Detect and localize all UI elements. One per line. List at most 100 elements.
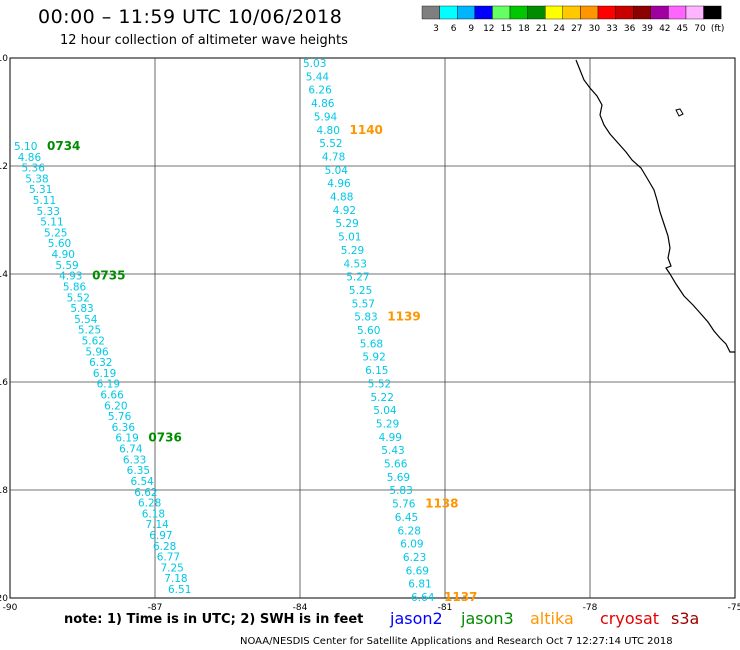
wave-height-value: 4.92 [333, 205, 356, 217]
color-swatch [615, 5, 634, 20]
color-swatch [527, 5, 546, 20]
wave-height-value: 6.36 [112, 422, 136, 434]
wave-height-value: 6.19 [97, 379, 120, 391]
wave-height-value: 6.19 [93, 368, 116, 380]
wave-height-value: 5.04 [373, 405, 397, 417]
map-frame [9, 57, 736, 599]
legend-s3a: s3a [671, 609, 700, 628]
wave-height-value: 6.15 [365, 365, 388, 377]
wave-height-value: 5.83 [354, 312, 377, 324]
wave-height-value: 5.25 [44, 227, 67, 239]
color-scale-label: 18 [518, 24, 530, 34]
color-scale-label: 15 [501, 24, 512, 34]
wave-height-value: 5.04 [325, 165, 349, 177]
color-swatch [597, 5, 616, 20]
wave-height-value: 6.26 [308, 85, 332, 97]
wave-height-value: 5.83 [389, 485, 412, 497]
legend-jason2: jason2 [390, 609, 443, 628]
wave-height-value: 6.74 [119, 444, 143, 456]
time-label: 1138 [425, 497, 458, 511]
wave-height-value: 5.27 [346, 272, 369, 284]
wave-height-value: 5.29 [376, 418, 399, 430]
wave-height-value: 5.52 [67, 292, 90, 304]
wave-height-value: 6.66 [100, 390, 124, 402]
altimeter-tracks: 5.104.865.365.385.315.115.335.115.255.60… [14, 58, 477, 604]
wave-height-value: 6.64 [411, 592, 435, 604]
wave-height-value: 5.86 [63, 281, 87, 293]
wave-height-value: 6.69 [406, 565, 429, 577]
color-swatch [457, 5, 476, 20]
wave-height-value: 6.77 [157, 552, 180, 564]
color-scale-label: 30 [589, 24, 601, 34]
wave-height-value: 5.33 [37, 206, 60, 218]
coastline [575, 59, 735, 353]
wave-height-value: 5.29 [341, 245, 364, 257]
wave-height-value: 5.69 [387, 472, 410, 484]
color-scale-label: 3 [433, 24, 439, 34]
track-west: 5.104.865.365.385.315.115.335.115.255.60… [14, 139, 191, 596]
color-scale-label: 21 [536, 24, 547, 34]
wave-height-value: 5.38 [25, 173, 48, 185]
map-subtitle: 12 hour collection of altimeter wave hei… [60, 33, 348, 48]
wave-height-value: 5.03 [303, 58, 326, 70]
color-scale-label: 9 [468, 24, 474, 34]
color-swatch [492, 5, 511, 20]
wave-height-value: 5.68 [360, 338, 383, 350]
color-scale-label: 6 [451, 24, 457, 34]
wave-height-value: 6.20 [104, 400, 127, 412]
color-scale-bar: 3 6 9 12 15 18 21 24 27 30 33 36 39 42 45 70 (ft) [421, 5, 724, 34]
wave-height-value: 5.60 [357, 325, 380, 337]
color-scale-label: 42 [659, 24, 670, 34]
wave-height-value: 5.10 [14, 141, 37, 153]
time-label: 1139 [387, 310, 420, 324]
wave-height-value: 5.92 [362, 352, 385, 364]
longitude-label: -90 [3, 603, 18, 613]
latitude-label: 20 [0, 594, 8, 604]
wave-height-value: 4.86 [18, 152, 42, 164]
wave-height-value: 5.29 [335, 218, 358, 230]
color-scale-label: 33 [606, 24, 617, 34]
wave-height-value: 7.14 [145, 519, 169, 531]
color-swatch [545, 5, 564, 20]
wave-height-value: 5.83 [70, 303, 93, 315]
time-label: 1137 [444, 590, 477, 604]
wave-height-value: 5.01 [338, 232, 361, 244]
latitude-label: 16 [0, 378, 8, 388]
wave-height-value: 5.94 [314, 111, 338, 123]
wave-height-value: 6.62 [134, 487, 157, 499]
legend-jason3: jason3 [461, 609, 514, 628]
latitude-label: 18 [0, 486, 8, 496]
color-scale-label: 70 [694, 24, 706, 34]
wave-height-value: 5.11 [40, 217, 63, 229]
wave-height-value: 6.32 [89, 357, 112, 369]
wave-height-value: 4.90 [52, 249, 75, 261]
wave-height-value: 4.80 [317, 125, 340, 137]
wave-height-value: 5.76 [392, 499, 416, 511]
wave-height-value: 5.52 [319, 138, 342, 150]
wave-height-value: 6.97 [149, 530, 172, 542]
wave-height-value: 6.28 [138, 498, 161, 510]
color-scale-label: 36 [624, 24, 636, 34]
wave-height-value: 4.88 [330, 192, 353, 204]
wave-height-value: 4.99 [379, 432, 402, 444]
wave-height-value: 6.18 [142, 508, 165, 520]
color-scale-label: 45 [677, 24, 688, 34]
wave-height-value: 5.54 [74, 314, 98, 326]
track-east: 5.035.446.264.865.944.805.524.785.044.96… [303, 58, 477, 604]
wave-height-value: 6.51 [168, 584, 191, 596]
color-swatch [474, 5, 493, 20]
wave-height-value: 5.66 [384, 459, 408, 471]
color-swatch [703, 5, 722, 20]
time-label: 0736 [148, 431, 181, 445]
wave-height-value: 6.28 [153, 541, 176, 553]
legend-cryosat: cryosat [600, 609, 660, 628]
wave-height-value: 5.59 [55, 260, 78, 272]
wave-height-value: 6.09 [400, 539, 423, 551]
time-label: 1140 [350, 123, 383, 137]
color-swatch [685, 5, 704, 20]
credit-line: NOAA/NESDIS Center for Satellite Applica… [240, 636, 673, 647]
wave-height-value: 4.53 [344, 258, 367, 270]
wave-height-value: 5.11 [33, 195, 56, 207]
wave-height-value: 4.86 [311, 98, 335, 110]
